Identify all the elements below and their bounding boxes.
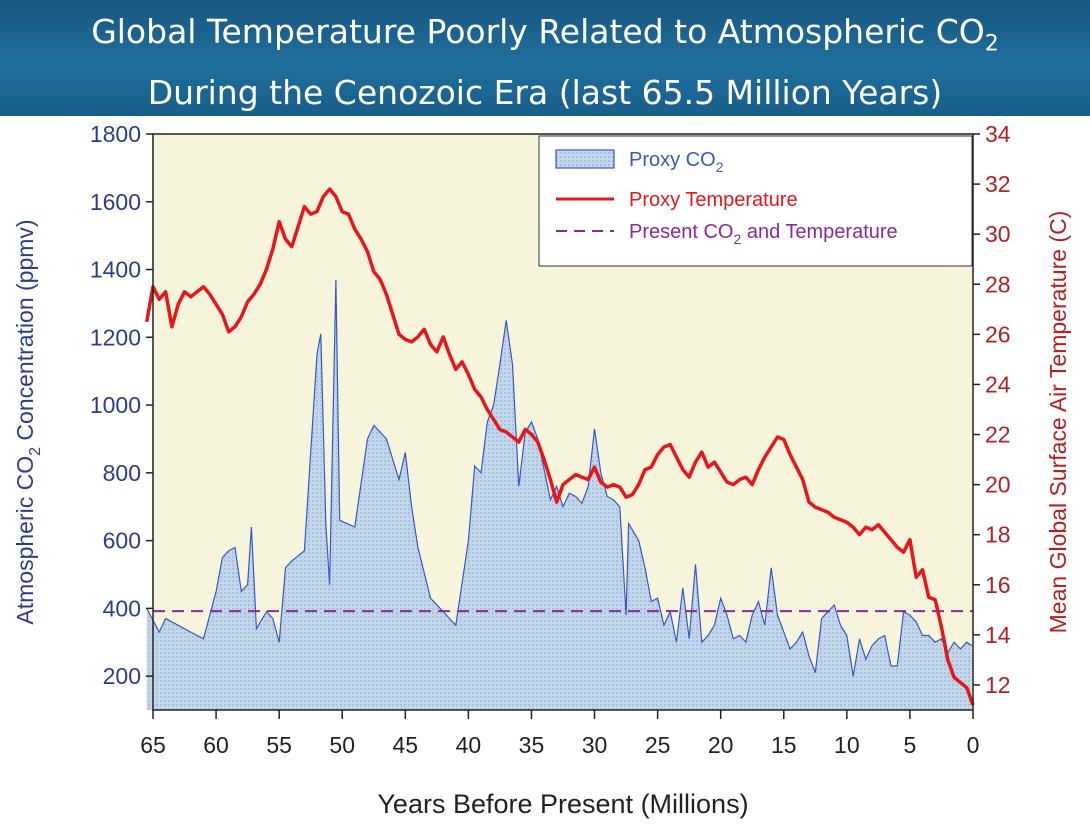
x-tick-label: 55	[266, 732, 292, 758]
x-tick-label: 60	[203, 732, 229, 758]
chart: 2004006008001000120014001600180012141618…	[12, 121, 1071, 819]
left-tick-label: 1000	[90, 392, 141, 418]
x-tick-label: 20	[708, 732, 734, 758]
temperature-series-line	[144, 187, 975, 706]
left-tick-label: 800	[103, 460, 141, 486]
x-tick-label: 65	[140, 732, 166, 758]
legend-label: Proxy Temperature	[629, 189, 798, 211]
right-tick-label: 28	[985, 271, 1011, 297]
x-tick-label: 5	[904, 732, 917, 758]
axes-layer: 2004006008001000120014001600180012141618…	[12, 121, 1071, 819]
legend-label-part: Proxy Temperature	[629, 189, 798, 211]
legend-label-part: and Temperature	[741, 221, 897, 243]
title-banner: Global Temperature Poorly Related to Atm…	[0, 0, 1090, 116]
legend-label-subscript: 2	[716, 159, 724, 175]
left-axis-title: Atmospheric CO2 Concentration (ppmv)	[12, 219, 44, 624]
x-tick-label: 30	[582, 732, 608, 758]
x-tick-label: 45	[393, 732, 419, 758]
left-tick-label: 1600	[90, 189, 141, 215]
right-tick-label: 34	[985, 121, 1011, 147]
left-axis-title-part: Atmospheric CO	[12, 456, 38, 625]
right-tick-label: 22	[985, 422, 1011, 448]
plot-frame	[152, 133, 974, 711]
right-tick-label: 18	[985, 522, 1011, 548]
left-tick-label: 1400	[90, 257, 141, 283]
right-tick-label: 26	[985, 321, 1011, 347]
right-tick-label: 20	[985, 472, 1011, 498]
title-subscript: 2	[984, 31, 999, 57]
left-tick-label: 600	[103, 528, 141, 554]
title-line-1-text: Global Temperature Poorly Related to Atm…	[91, 12, 985, 51]
legend-label: Proxy CO2	[629, 149, 724, 175]
x-tick-label: 25	[645, 732, 671, 758]
legend-label-subscript: 2	[733, 231, 741, 247]
x-tick-label: 35	[519, 732, 545, 758]
right-tick-label: 14	[985, 622, 1011, 648]
right-tick-label: 12	[985, 672, 1011, 698]
x-axis-title: Years Before Present (Millions)	[377, 789, 748, 819]
left-tick-label: 400	[103, 595, 141, 621]
left-axis-title-part: Concentration (ppmv)	[12, 219, 38, 447]
temperature-layer	[144, 187, 975, 706]
legend-label: Present CO2 and Temperature	[629, 221, 898, 247]
left-tick-label: 200	[103, 663, 141, 689]
left-axis-title-subscript: 2	[27, 447, 44, 456]
left-tick-label: 1800	[90, 121, 141, 147]
legend-label-part: Proxy CO	[629, 149, 716, 171]
x-tick-label: 0	[967, 732, 980, 758]
title-line-1: Global Temperature Poorly Related to Atm…	[0, 8, 1090, 69]
x-tick-label: 50	[329, 732, 355, 758]
right-tick-label: 32	[985, 171, 1011, 197]
right-tick-label: 24	[985, 371, 1011, 397]
right-tick-label: 16	[985, 572, 1011, 598]
legend-swatch-co2	[555, 149, 615, 169]
title-line-2: During the Cenozoic Era (last 65.5 Milli…	[147, 72, 943, 112]
left-tick-label: 1200	[90, 324, 141, 350]
x-tick-label: 10	[834, 732, 860, 758]
x-tick-label: 40	[456, 732, 482, 758]
right-axis-title: Mean Global Surface Air Temperature (C)	[1045, 211, 1071, 634]
x-tick-label: 15	[771, 732, 797, 758]
right-tick-label: 30	[985, 221, 1011, 247]
legend-label-part: Present CO	[629, 221, 733, 243]
